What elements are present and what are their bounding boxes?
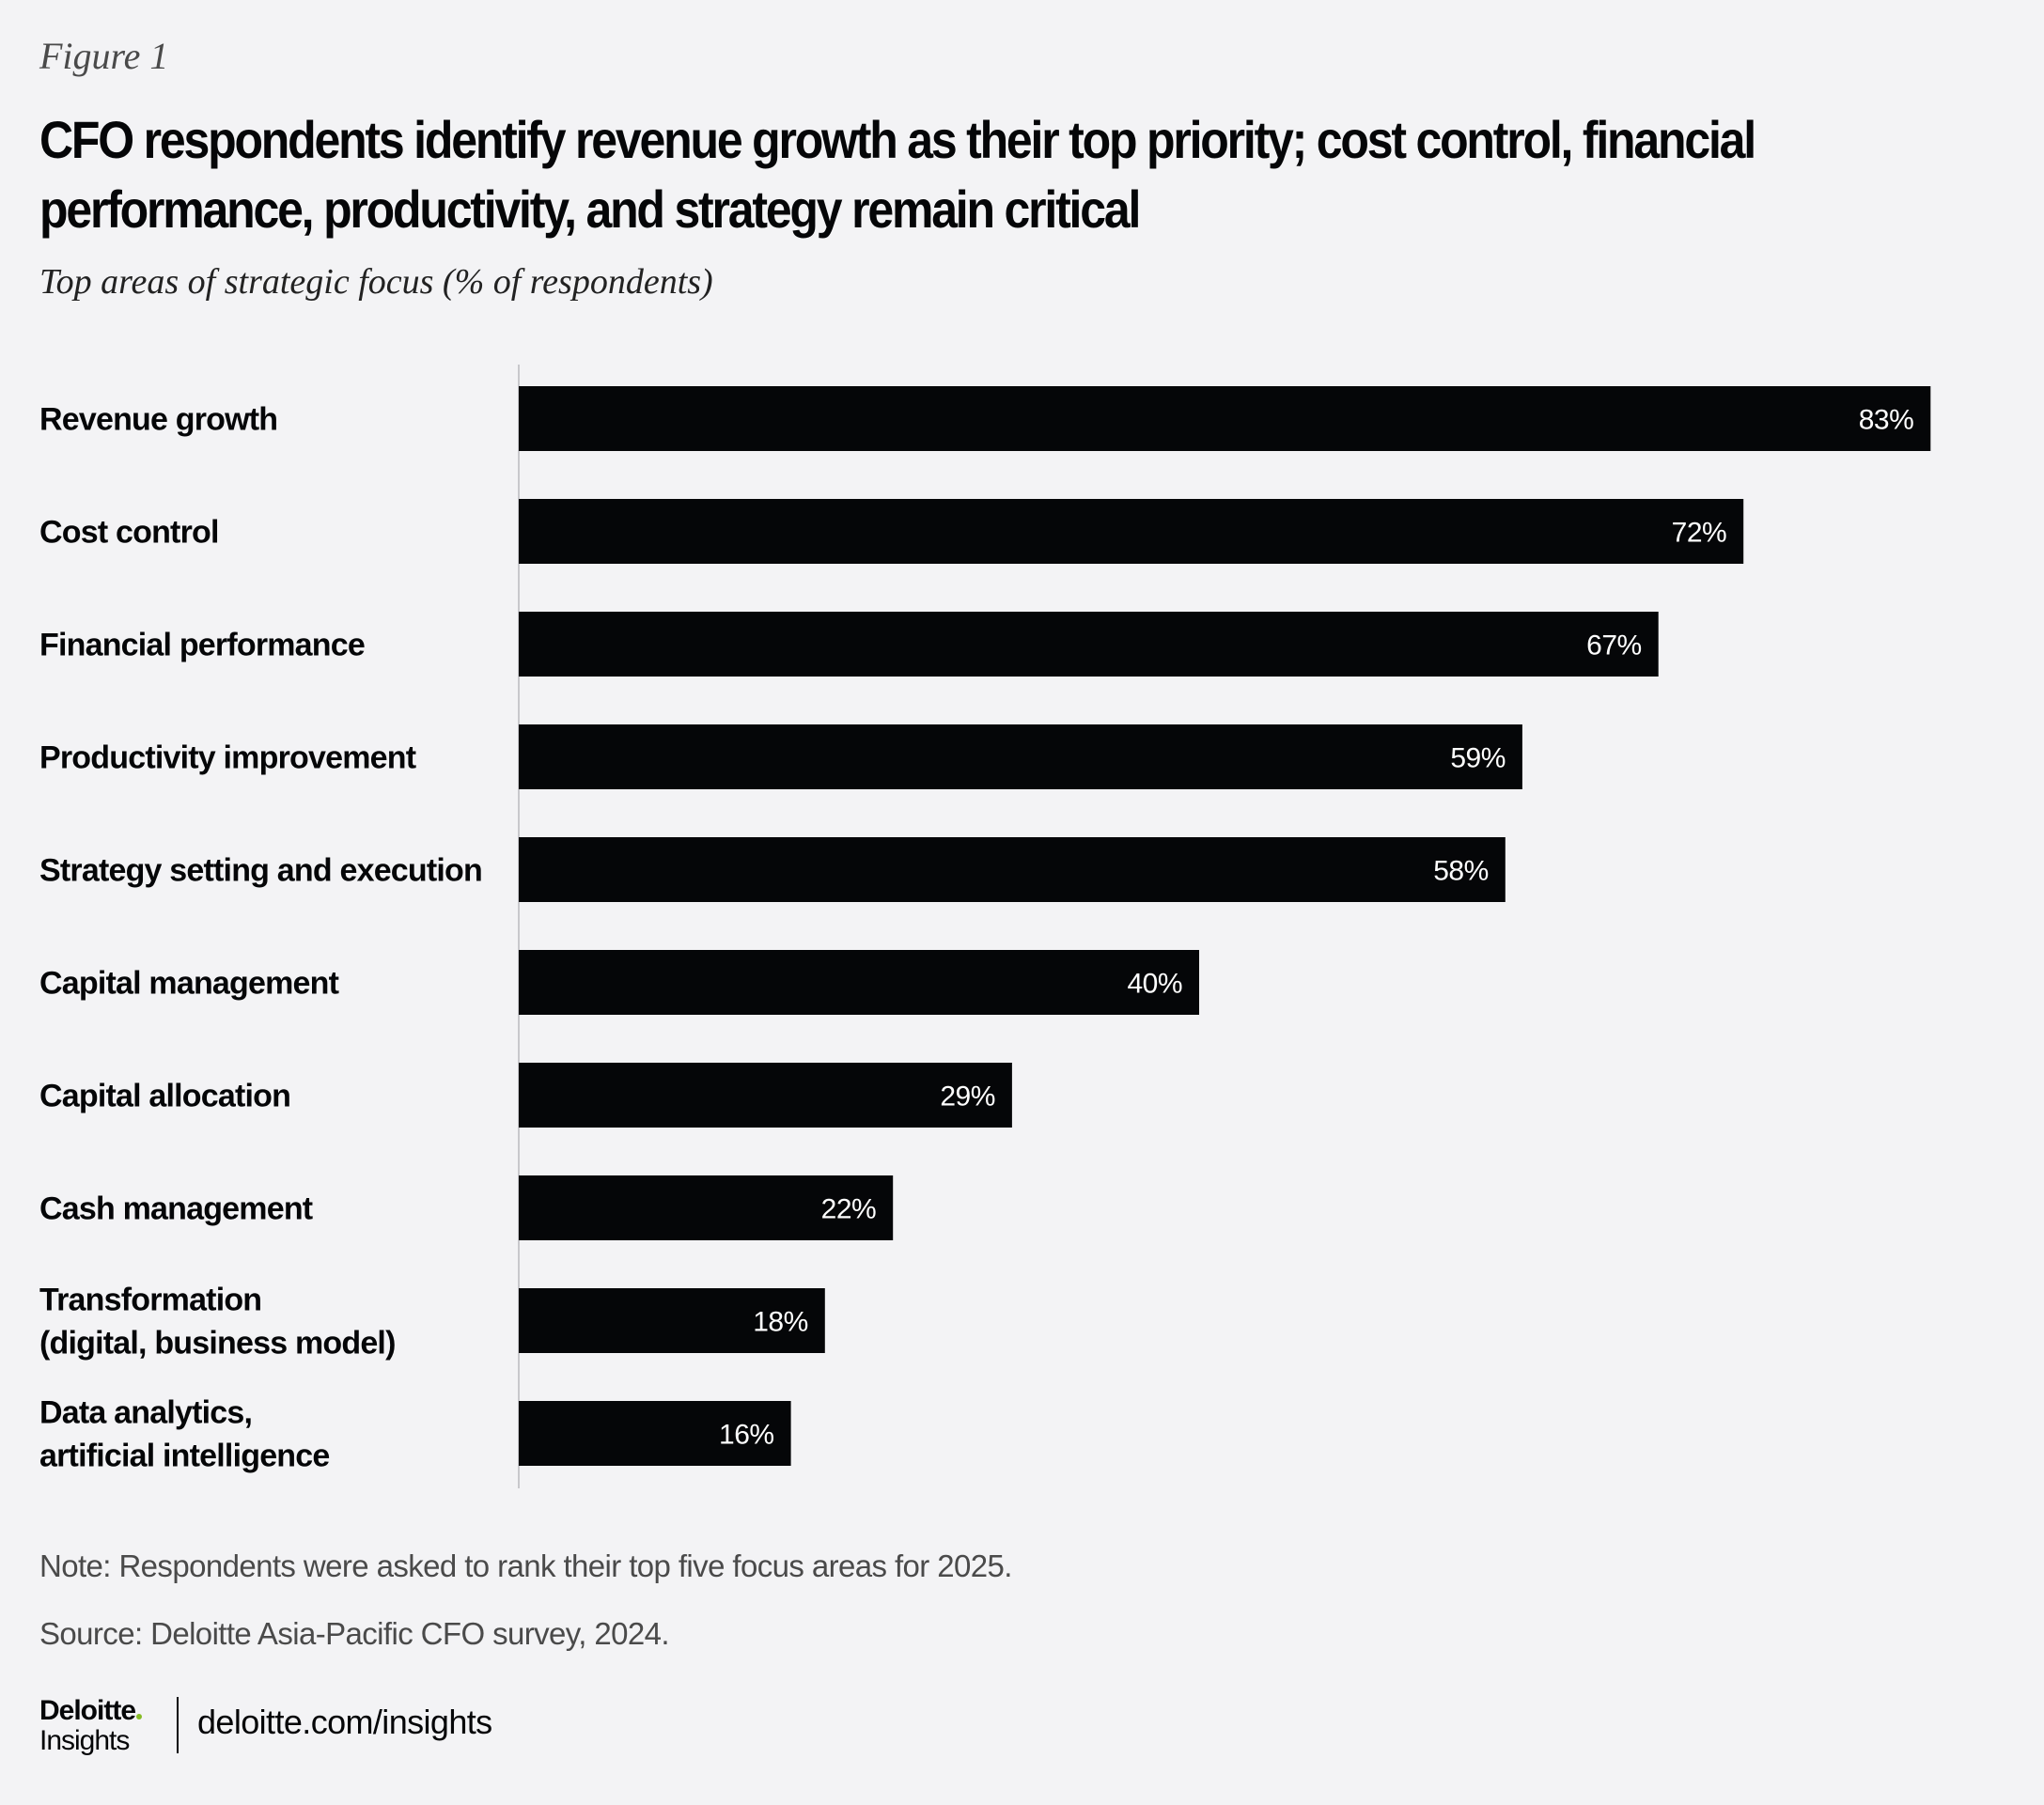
category-label-line: Capital management [39,966,339,1002]
category-label: Capital management [39,966,339,1002]
category-label-line: Financial performance [39,628,365,663]
bar [519,499,1744,564]
category-label: Data analytics, artificial intelligence [39,1395,330,1474]
bar [519,1401,791,1466]
category-label-line: artificial intelligence [39,1439,330,1474]
bar [519,1288,825,1353]
category-label: Cost control [39,515,219,551]
value-label: 29% [940,1081,995,1113]
category-label-line: Capital allocation [39,1079,290,1114]
bar [519,837,1506,902]
figure-label: Figure 1 [39,35,169,77]
deloitte-insights-logo: Deloitte Insights [39,1697,171,1763]
value-label: 22% [821,1194,877,1225]
category-labels: Revenue growth Cost control Financial perf… [39,402,483,1474]
logo-brand-text: Deloitte [39,1695,136,1726]
category-label: Strategy setting and execution [39,853,482,889]
bar [519,1063,1012,1128]
footnote-note: Note: Respondents were asked to rank the… [39,1548,1012,1583]
value-label: 72% [1672,518,1727,549]
logo-green-dot [136,1714,143,1719]
bar [519,950,1199,1015]
category-label: Capital allocation [39,1079,290,1114]
value-label: 59% [1450,743,1506,774]
bar [519,724,1522,789]
footer-divider [177,1697,179,1753]
category-label-line: Cost control [39,515,219,551]
bars [519,386,1931,1466]
footnote-source: Source: Deloitte Asia-Pacific CFO survey… [39,1616,670,1651]
category-label-line: Strategy setting and execution [39,853,482,889]
category-label: Transformation (digital, business model) [39,1283,396,1362]
value-label: 83% [1859,405,1914,436]
value-label: 18% [753,1307,808,1338]
logo-sub: Insights [39,1725,130,1756]
value-label: 67% [1586,630,1642,661]
category-label: Cash management [39,1191,313,1227]
bar [519,1175,894,1240]
category-label-line: Transformation [39,1283,261,1318]
chart-subtitle: Top areas of strategic focus (% of respo… [39,262,713,302]
category-label-line: Data analytics, [39,1395,252,1431]
category-label: Productivity improvement [39,740,416,776]
category-label: Revenue growth [39,402,277,438]
chart-title: CFO respondents identify revenue growth … [39,110,1756,240]
value-label: 16% [719,1420,774,1451]
category-label-line: (digital, business model) [39,1326,396,1362]
site-link[interactable]: deloitte.com/insights [197,1703,492,1741]
category-label-line: Productivity improvement [39,740,416,776]
category-label: Financial performance [39,628,365,663]
value-label: 58% [1433,856,1489,887]
bar [519,612,1659,677]
bar [519,386,1931,451]
value-label: 40% [1127,969,1182,1000]
category-label-line: Cash management [39,1191,313,1227]
logo-brand: Deloitte [39,1695,143,1726]
category-label-line: Revenue growth [39,402,277,438]
value-labels: 83% 72% 67% 59% 58% 40% 29% 22% 18% 16% [719,405,1914,1451]
